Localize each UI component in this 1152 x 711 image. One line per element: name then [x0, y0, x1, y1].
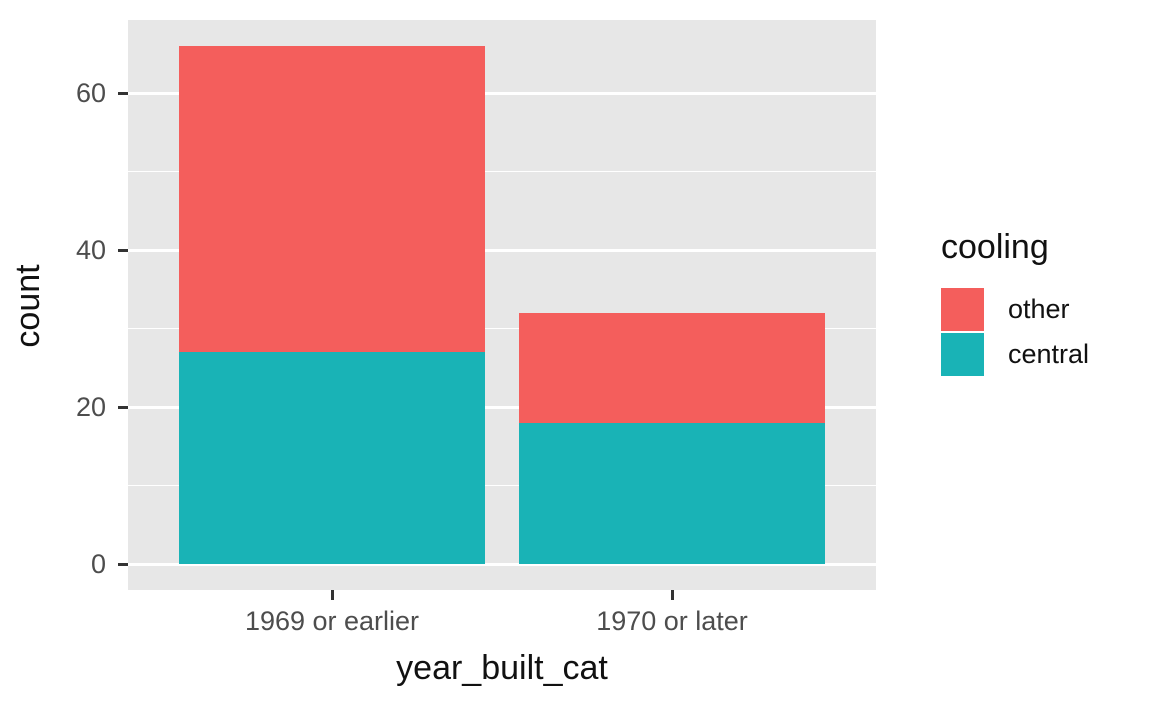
legend-items: other central	[941, 288, 1146, 376]
y-tick-label: 20	[75, 392, 106, 423]
legend-label-central: central	[1008, 339, 1090, 369]
legend-swatch-central	[941, 333, 984, 376]
y-tick-mark	[118, 562, 128, 566]
y-tick-mark	[118, 405, 128, 409]
x-tick-mark	[670, 590, 674, 600]
x-tick-label: 1970 or later	[596, 606, 748, 636]
y-tick-mark	[118, 248, 128, 252]
gridline-minor	[128, 170, 876, 173]
x-axis-title: year_built_cat	[396, 649, 608, 687]
gridline-major	[128, 248, 876, 252]
x-tick-mark	[330, 590, 334, 600]
legend-item-central: central	[941, 333, 1146, 376]
gridline-minor	[128, 484, 876, 487]
bar-1969-or-earlier-other	[179, 45, 485, 353]
gridline-major	[128, 405, 876, 409]
gridline-major	[128, 91, 876, 95]
legend-item-other: other	[941, 288, 1146, 331]
y-tick-label: 60	[75, 78, 106, 109]
y-tick-mark	[118, 91, 128, 95]
legend-title: cooling	[941, 228, 1049, 266]
gridline-major	[128, 562, 876, 566]
legend: cooling other central	[941, 226, 1146, 378]
bar-1970-or-later-other	[519, 312, 825, 423]
plot-panel	[128, 20, 876, 590]
legend-label-other: other	[1008, 294, 1070, 324]
bar-1969-or-earlier-central	[179, 352, 485, 565]
x-tick-label: 1969 or earlier	[244, 606, 420, 636]
gridline-minor	[128, 327, 876, 330]
legend-swatch-other	[941, 288, 984, 331]
y-tick-label: 40	[75, 235, 106, 266]
bar-1970-or-later-central	[519, 422, 825, 565]
y-tick-label: 0	[90, 549, 106, 580]
